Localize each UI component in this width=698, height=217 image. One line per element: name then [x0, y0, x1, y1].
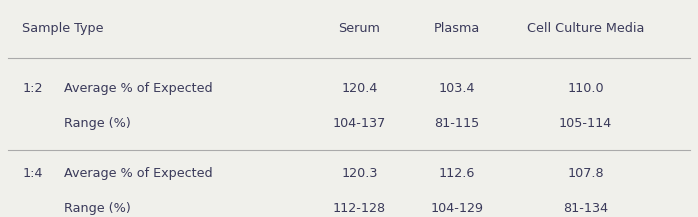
Text: Range (%): Range (%): [64, 117, 131, 130]
Text: Average % of Expected: Average % of Expected: [64, 167, 213, 180]
Text: Average % of Expected: Average % of Expected: [64, 82, 213, 95]
Text: 112.6: 112.6: [438, 167, 475, 180]
Text: Serum: Serum: [339, 22, 380, 35]
Text: 104-137: 104-137: [333, 117, 386, 130]
Text: 112-128: 112-128: [333, 202, 386, 215]
Text: Range (%): Range (%): [64, 202, 131, 215]
Text: 81-115: 81-115: [434, 117, 480, 130]
Text: 105-114: 105-114: [559, 117, 612, 130]
Text: Plasma: Plasma: [433, 22, 480, 35]
Text: 120.4: 120.4: [341, 82, 378, 95]
Text: 120.3: 120.3: [341, 167, 378, 180]
Text: 107.8: 107.8: [567, 167, 604, 180]
Text: 104-129: 104-129: [430, 202, 483, 215]
Text: 1:4: 1:4: [22, 167, 43, 180]
Text: 103.4: 103.4: [438, 82, 475, 95]
Text: Sample Type: Sample Type: [22, 22, 104, 35]
Text: Cell Culture Media: Cell Culture Media: [527, 22, 644, 35]
Text: 110.0: 110.0: [567, 82, 604, 95]
Text: 1:2: 1:2: [22, 82, 43, 95]
Text: 81-134: 81-134: [563, 202, 608, 215]
